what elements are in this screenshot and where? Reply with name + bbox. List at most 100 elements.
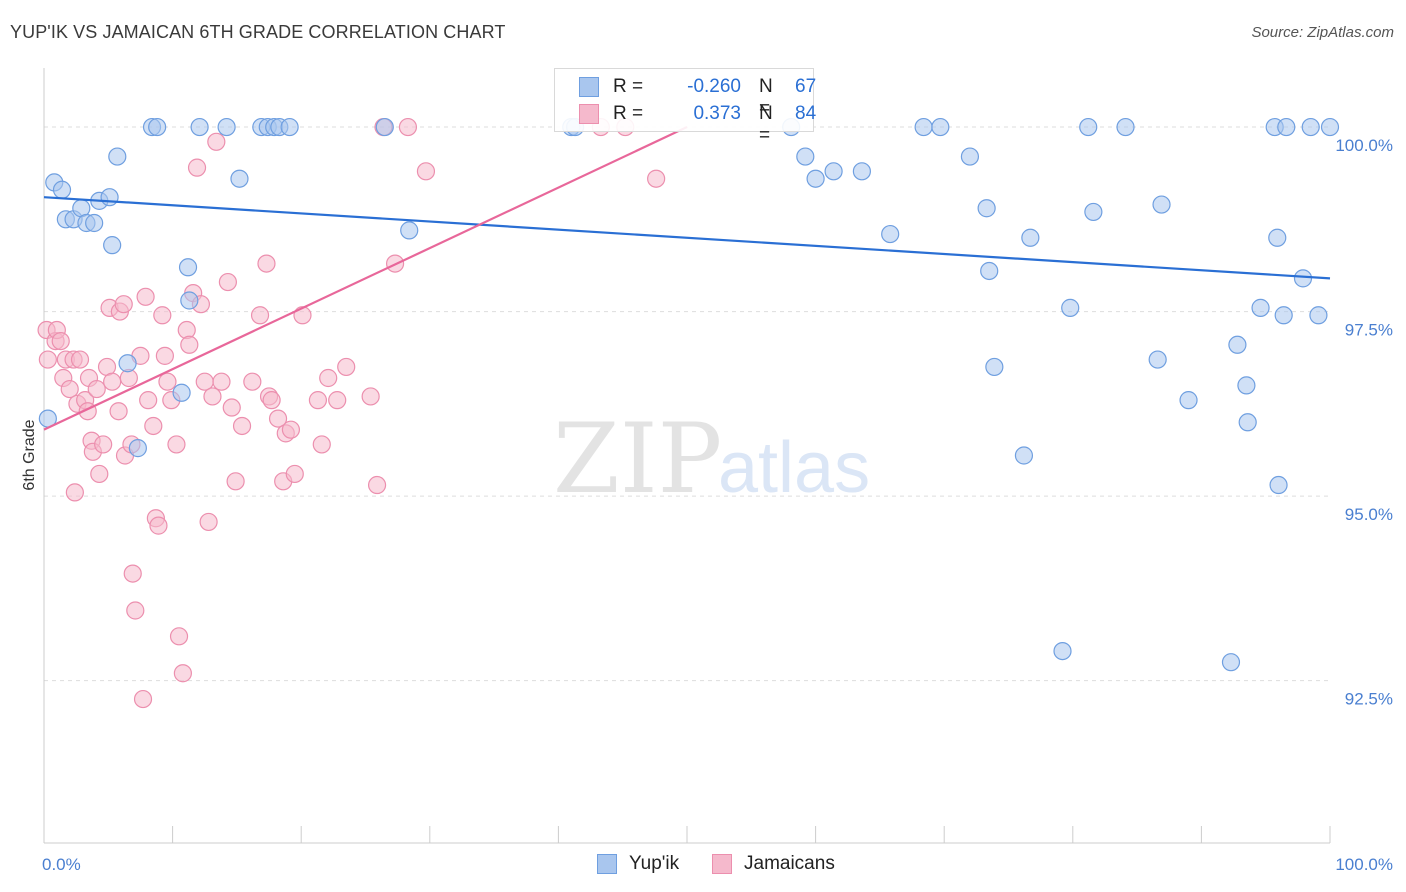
- yupik-point: [824, 162, 843, 181]
- yupik-point: [1293, 269, 1313, 288]
- watermark-zip: ZIP: [553, 403, 722, 515]
- legend-label-jamaicans: Jamaicans: [744, 853, 835, 874]
- jamaicans-point: [262, 391, 281, 410]
- jamaicans-point: [203, 387, 222, 406]
- yupik-point: [1179, 391, 1198, 410]
- jamaicans-point: [139, 391, 158, 410]
- yupik-point: [852, 162, 871, 181]
- yupik-point: [180, 291, 199, 310]
- yupik-point: [1268, 228, 1287, 247]
- jamaicans-point: [103, 372, 122, 391]
- legend-swatch-jamaicans: [712, 854, 732, 874]
- jamaicans-point: [153, 306, 172, 325]
- source-label: Source: ZipAtlas.com: [1251, 24, 1394, 41]
- yupik-point: [960, 147, 980, 166]
- jamaicans-point: [133, 689, 153, 709]
- yupik-point: [1021, 228, 1040, 247]
- legend-r-value: -0.260: [687, 76, 741, 97]
- yupik-point: [1269, 475, 1288, 495]
- legend-n-value: 67: [795, 76, 817, 97]
- jamaicans-point: [361, 387, 380, 406]
- jamaicans-point: [199, 512, 218, 532]
- yupik-point: [400, 221, 419, 240]
- yupik-point: [977, 199, 996, 218]
- jamaicans-point: [123, 564, 142, 583]
- legend-label-yupik: Yup'ik: [629, 853, 680, 874]
- yupik-point: [1084, 202, 1103, 222]
- jamaicans-point: [109, 402, 128, 421]
- jamaicans-point: [319, 368, 338, 388]
- yupik-point: [980, 261, 999, 281]
- legend-swatch-yupik: [597, 854, 617, 874]
- yupik-point: [1251, 298, 1270, 317]
- jamaicans-point: [293, 306, 312, 325]
- jamaicans-point: [398, 117, 418, 137]
- yupik-point: [1152, 195, 1171, 214]
- legend-r-label: R =: [613, 76, 644, 97]
- jamaicans-point: [226, 472, 245, 491]
- yupik-point: [1061, 298, 1080, 317]
- legend-swatch-yupik: [579, 77, 599, 97]
- yupik-points: [38, 117, 1340, 672]
- yupik-point: [931, 117, 950, 137]
- yupik-point: [1014, 446, 1034, 465]
- jamaicans-point: [308, 391, 328, 410]
- jamaicans-point: [149, 516, 168, 535]
- trend-lines: [43, 126, 1331, 431]
- jamaicans-point: [647, 169, 666, 188]
- legend-n-value: 84: [795, 103, 817, 124]
- jamaicans-point: [232, 416, 252, 436]
- yupik-point: [985, 357, 1004, 377]
- jamaicans-point: [281, 420, 301, 439]
- yupik-point: [1053, 641, 1072, 661]
- yupik-point: [1238, 413, 1257, 432]
- yupik-point: [1228, 335, 1247, 354]
- jamaicans-point: [144, 416, 163, 436]
- jamaicans-point: [180, 335, 199, 354]
- jamaicans-point: [367, 475, 387, 495]
- chart-title: YUP'IK VS JAMAICAN 6TH GRADE CORRELATION…: [10, 22, 506, 42]
- legend-swatch-jamaicans: [579, 104, 599, 124]
- x-tick-label-min: 0.0%: [42, 855, 81, 874]
- yupik-point: [100, 188, 119, 207]
- jamaicans-point: [328, 391, 347, 410]
- y-tick-label: 100.0%: [1335, 136, 1393, 155]
- yupik-point: [806, 169, 825, 188]
- y-tick-label: 95.0%: [1345, 505, 1393, 524]
- jamaicans-point: [268, 409, 288, 428]
- yupik-point: [1301, 117, 1320, 137]
- jamaicans-point: [416, 162, 436, 181]
- yupik-point: [881, 224, 900, 244]
- jamaicans-point: [187, 158, 207, 177]
- jamaicans-point: [126, 601, 145, 620]
- yupik-point: [148, 117, 167, 137]
- jamaicans-point: [207, 132, 226, 151]
- watermark-atlas: atlas: [718, 428, 870, 508]
- jamaicans-point: [90, 464, 109, 484]
- jamaicans-point: [173, 664, 192, 683]
- jamaicans-point: [222, 398, 241, 417]
- y-tick-label: 92.5%: [1345, 690, 1393, 709]
- legend-n-label: N =: [759, 103, 773, 146]
- yupik-point: [1309, 306, 1328, 325]
- yupik-point: [1237, 376, 1256, 395]
- yupik-point: [914, 117, 933, 137]
- jamaicans-point: [65, 483, 84, 502]
- yupik-point: [1274, 306, 1293, 325]
- yupik-point: [1221, 653, 1241, 672]
- legend-r-value: 0.373: [693, 103, 741, 124]
- jamaicans-trend-line: [43, 126, 688, 431]
- jamaicans-point: [94, 435, 113, 454]
- yupik-point: [1277, 117, 1296, 137]
- yupik-point: [178, 258, 198, 277]
- jamaicans-point: [158, 372, 177, 391]
- series-legend: Yup'ik Jamaicans: [0, 852, 1406, 878]
- jamaicans-point: [218, 272, 237, 292]
- axis-labels: 92.5% 95.0% 97.5% 100.0% 0.0% 100.0% 6th Grade: [21, 136, 1393, 874]
- jamaicans-point: [114, 295, 133, 314]
- yupik-point: [190, 117, 209, 137]
- jamaicans-point: [136, 287, 155, 306]
- jamaicans-point: [212, 372, 231, 391]
